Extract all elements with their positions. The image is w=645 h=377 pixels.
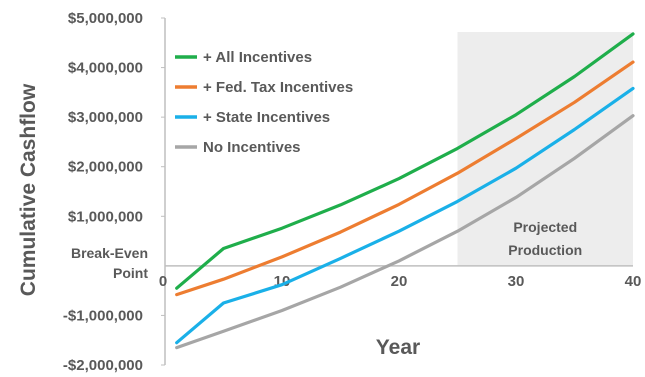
break-even-label-line2: Point — [113, 265, 148, 281]
series-line — [175, 60, 635, 297]
series-line — [175, 32, 635, 290]
legend-label: + Fed. Tax Incentives — [203, 79, 353, 96]
y-tick-label: $4,000,000 — [68, 60, 143, 77]
y-tick-label: -$1,000,000 — [63, 307, 143, 324]
legend: + All Incentives + Fed. Tax Incentives + S… — [175, 49, 353, 156]
series-line — [175, 86, 635, 345]
legend-label: + State Incentives — [203, 109, 330, 126]
projected-label-line2: Production — [508, 242, 582, 258]
y-tick-labels: $5,000,000 $4,000,000 $3,000,000 $2,000,000… — [63, 10, 165, 374]
x-tick-label: 40 — [625, 273, 642, 290]
y-axis-title: Cumulative Cashflow — [17, 83, 40, 296]
x-tick-label: 0 — [159, 273, 167, 290]
y-tick-label: $3,000,000 — [68, 109, 143, 126]
legend-label: No Incentives — [203, 139, 301, 156]
series-line — [175, 114, 635, 350]
x-tick-label: 20 — [391, 273, 408, 290]
y-tick-label: $5,000,000 — [68, 10, 143, 27]
y-tick-label: $1,000,000 — [68, 208, 143, 225]
y-tick-label: -$2,000,000 — [63, 357, 143, 374]
break-even-label-line1: Break-Even — [71, 245, 148, 261]
legend-label: + All Incentives — [203, 49, 312, 66]
projected-label-line1: Projected — [513, 219, 577, 235]
series-layer — [175, 32, 635, 350]
y-tick-label: $2,000,000 — [68, 159, 143, 176]
x-tick-label: 30 — [508, 273, 525, 290]
x-axis-title: Year — [376, 336, 420, 359]
